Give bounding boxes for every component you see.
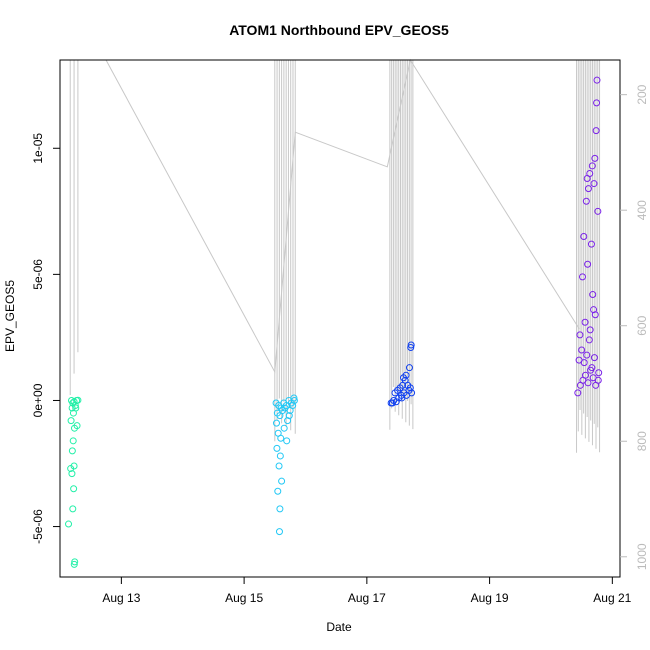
data-point (285, 412, 293, 420)
data-point (407, 344, 415, 352)
x-tick-label: Aug 17 (348, 591, 386, 605)
data-point (408, 389, 416, 397)
data-point (590, 180, 598, 188)
data-point (72, 404, 80, 412)
y-tick-label: 5e-06 (31, 259, 45, 290)
data-point (276, 452, 284, 460)
data-point (583, 175, 591, 183)
data-point (593, 99, 601, 107)
data-point (581, 318, 589, 326)
data-point (406, 384, 414, 392)
data-point (65, 520, 73, 528)
data-point (277, 434, 285, 442)
right-tick-label: 1000 (635, 543, 649, 570)
data-point (273, 444, 281, 452)
right-tick-label: 600 (635, 315, 649, 335)
data-point (586, 326, 594, 334)
data-point (276, 505, 284, 513)
data-point (588, 364, 596, 372)
data-point (275, 462, 283, 470)
data-point (595, 369, 603, 377)
data-point (593, 76, 601, 84)
data-point (583, 351, 591, 359)
data-point (388, 399, 396, 407)
data-point (407, 341, 415, 349)
data-point (584, 379, 592, 387)
right-tick-label: 800 (635, 431, 649, 451)
data-point (69, 505, 77, 513)
data-point (70, 560, 78, 568)
data-point (574, 389, 582, 397)
data-point (67, 417, 75, 425)
x-tick-label: Aug 13 (102, 591, 140, 605)
data-point (576, 331, 584, 339)
data-point (592, 127, 600, 135)
data-point (398, 394, 406, 402)
data-point (584, 260, 592, 268)
plot-frame (59, 59, 621, 578)
data-point (280, 424, 288, 432)
y-tick-label: -5e-06 (31, 509, 45, 544)
profile-lines (69, 60, 601, 453)
data-point (584, 185, 592, 193)
data-point (278, 477, 286, 485)
right-tick-label: 400 (635, 200, 649, 220)
data-point (578, 273, 586, 281)
axes: Aug 13 Aug 15 Aug 17 Aug 19 Aug 21 -5e-06 0e+0… (31, 59, 649, 605)
right-tick-label: 200 (635, 84, 649, 104)
data-point (274, 487, 282, 495)
data-point (71, 558, 79, 566)
data-point (581, 371, 589, 379)
data-points (65, 76, 603, 568)
data-point (588, 162, 596, 170)
data-point (402, 371, 410, 379)
data-point (587, 240, 595, 248)
y-tick-label: 1e-05 (31, 133, 45, 164)
data-point (590, 354, 598, 362)
x-axis-title: Date (326, 620, 352, 634)
data-point (580, 233, 588, 241)
data-point (275, 528, 283, 536)
data-point (594, 207, 602, 215)
data-point (290, 396, 298, 404)
data-point (70, 485, 78, 493)
data-point (73, 422, 81, 430)
data-point (283, 437, 291, 445)
data-point (290, 394, 298, 402)
data-point (582, 197, 590, 205)
data-point (68, 470, 76, 478)
data-point (591, 154, 599, 162)
data-point (580, 359, 588, 367)
y-axis-title: EPV_GEOS5 (3, 280, 17, 352)
data-point (272, 419, 280, 427)
data-point (405, 364, 413, 372)
data-point (74, 396, 82, 404)
chart-title: ATOM1 Northbound EPV_GEOS5 (229, 22, 449, 38)
data-point (67, 465, 75, 473)
flight-track-line (105, 58, 580, 374)
x-tick-label: Aug 15 (225, 591, 263, 605)
data-point (68, 447, 76, 455)
data-point (589, 291, 597, 299)
data-point (68, 404, 76, 412)
data-point (590, 306, 598, 314)
data-point (578, 346, 586, 354)
flight-track (105, 58, 580, 374)
x-tick-label: Aug 19 (471, 591, 509, 605)
y-tick-label: 0e+00 (31, 383, 45, 417)
x-tick-label: Aug 21 (593, 591, 631, 605)
data-point (585, 336, 593, 344)
data-point (594, 376, 602, 384)
data-point (69, 437, 77, 445)
